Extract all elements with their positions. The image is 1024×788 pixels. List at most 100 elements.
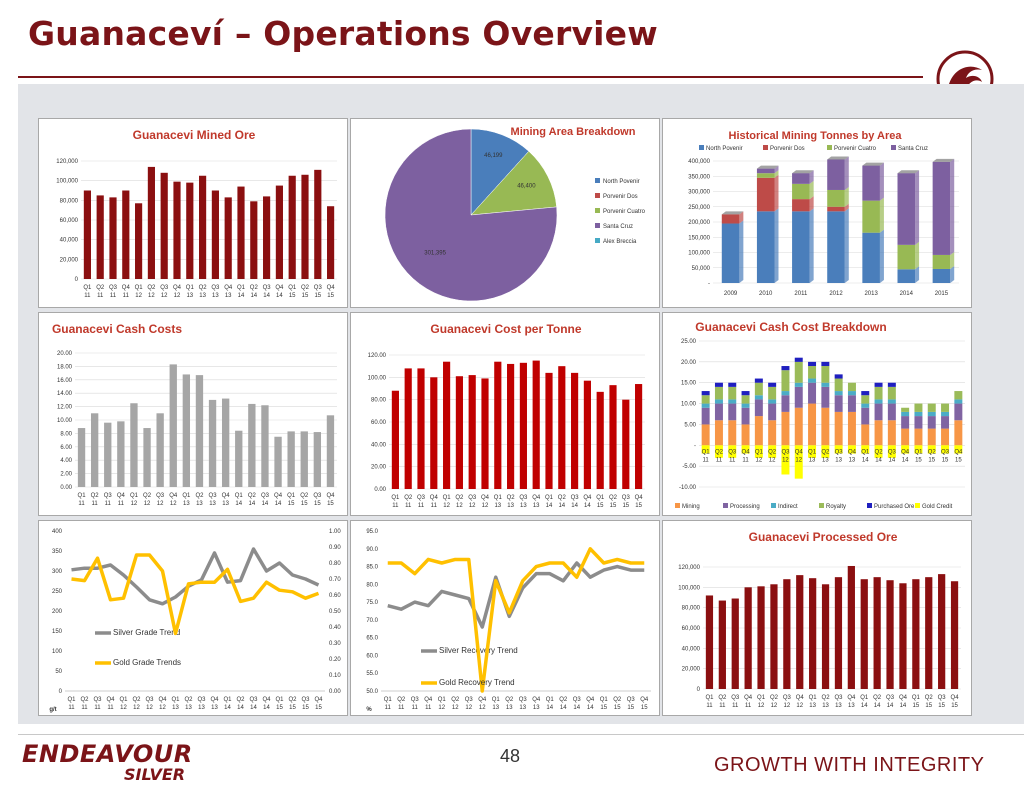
chart-title: Guanacevi Processed Ore xyxy=(749,530,898,544)
y-tick-label: 20,000 xyxy=(60,257,79,263)
x-tick-label: Q3 xyxy=(313,493,322,499)
x-tick-label: 11 xyxy=(745,703,752,709)
bar-q1-14 xyxy=(235,430,243,487)
x-tick-label: Q4 xyxy=(169,493,178,499)
x-tick-label: 13 xyxy=(196,501,203,507)
y-tick-label: 80,000 xyxy=(60,198,79,204)
bar-q4-11 xyxy=(122,190,130,279)
stack-segment xyxy=(927,416,936,429)
stack-segment xyxy=(768,445,777,458)
x-tick-label: 14 xyxy=(224,705,231,711)
bar-q1-12 xyxy=(757,586,765,689)
x-tick-label: Q3 xyxy=(109,285,118,291)
legend-swatch xyxy=(595,208,600,213)
bar-q2-12 xyxy=(143,428,151,487)
x-tick-label: Q3 xyxy=(781,449,790,455)
bar-q3-13 xyxy=(208,399,217,487)
y-tick-label: 50 xyxy=(55,669,62,675)
stack-segment-side xyxy=(809,180,814,200)
y-tick-label: 25.00 xyxy=(681,339,697,345)
chart-title: Guanacevi Cost per Tonne xyxy=(430,322,581,336)
legend-label: Santa Cruz xyxy=(603,224,633,230)
pie-data-label: 301,395 xyxy=(424,250,446,256)
cash-cost-breakdown-chart: Guanacevi Cash Cost Breakdown -10.00 -5.00… xyxy=(662,312,972,516)
stack-segment xyxy=(821,445,830,458)
stack-segment xyxy=(901,428,910,446)
x-tick-label: 14 xyxy=(902,457,909,463)
stack-segment xyxy=(741,395,750,404)
y2-tick-label: 0.00 xyxy=(329,689,341,695)
stack-segment-side xyxy=(844,203,849,212)
x-tick-label: Q4 xyxy=(262,697,271,703)
x-tick-label: Q2 xyxy=(195,493,204,499)
x-tick-label: Q4 xyxy=(795,449,804,455)
x-tick-label: Q2 xyxy=(873,695,882,701)
stack-segment xyxy=(914,416,923,429)
y-tick-label: 20.00 xyxy=(371,465,387,471)
y-tick-label: 400 xyxy=(52,529,63,535)
x-tick-label: 13 xyxy=(186,293,193,299)
x-tick-label: Q2 xyxy=(451,697,460,703)
stack-segment-side xyxy=(950,251,955,269)
stack-segment xyxy=(792,183,810,200)
x-tick-label: Q3 xyxy=(941,449,950,455)
stack-segment xyxy=(701,391,710,396)
x-tick-label: Q4 xyxy=(117,493,126,499)
stack-segment xyxy=(754,395,763,400)
stack-segment xyxy=(861,403,870,408)
y2-tick-label: 0.60 xyxy=(329,593,341,599)
stack-segment xyxy=(781,366,790,371)
x-tick-label: 2011 xyxy=(794,291,808,297)
x-tick-label: Q3 xyxy=(93,697,102,703)
x-tick-label: 12 xyxy=(469,503,476,509)
stack-segment xyxy=(714,386,723,400)
y2-tick-label: 0.70 xyxy=(329,577,341,583)
x-tick-label: 14 xyxy=(249,501,256,507)
stack-segment xyxy=(901,445,910,454)
bar-q4-12 xyxy=(169,364,177,487)
x-tick-label: Q2 xyxy=(609,495,618,501)
x-tick-label: 11 xyxy=(418,503,425,509)
x-tick-label: Q3 xyxy=(261,493,270,499)
stack-segment xyxy=(741,407,750,425)
chart-title: Guanacevi Cash Costs xyxy=(52,322,182,336)
x-tick-label: Q4 xyxy=(122,285,131,291)
stack-segment-side xyxy=(774,208,779,283)
stack-segment xyxy=(874,382,883,387)
x-tick-label: 15 xyxy=(289,705,296,711)
stack-segment xyxy=(954,391,963,400)
stack-segment xyxy=(728,420,737,446)
stack-segment xyxy=(941,416,950,429)
bar-q2-14 xyxy=(873,577,881,689)
bar-q4-13 xyxy=(532,360,540,489)
x-tick-label: Q2 xyxy=(132,697,141,703)
x-tick-label: 14 xyxy=(889,457,896,463)
stack-segment-side xyxy=(915,266,920,283)
stack-segment xyxy=(847,395,856,412)
legend-label: Porvenir Dos xyxy=(603,194,638,200)
stack-segment xyxy=(932,254,951,269)
y-tick-label: 100.00 xyxy=(368,375,387,381)
bar-q1-12 xyxy=(443,361,451,489)
x-tick-label: Q1 xyxy=(67,697,76,703)
x-tick-label: 11 xyxy=(105,501,112,507)
x-tick-label: Q1 xyxy=(83,285,92,291)
stack-segment xyxy=(754,382,763,396)
x-tick-label: 11 xyxy=(92,501,99,507)
bar-q1-13 xyxy=(494,361,502,489)
x-tick-label: 11 xyxy=(68,705,75,711)
stack-top xyxy=(721,211,744,215)
bar-q2-12 xyxy=(147,166,155,279)
x-tick-label: Q1 xyxy=(391,495,400,501)
bar-q2-13 xyxy=(199,175,207,279)
x-tick-label: Q3 xyxy=(156,493,165,499)
cost-per-tonne-chart: Guanacevi Cost per Tonne 0.00 20.00 40.00 60… xyxy=(350,312,660,516)
x-tick-label: Q2 xyxy=(404,495,413,501)
stack-segment-side xyxy=(950,158,955,255)
x-tick-label: Q3 xyxy=(622,495,631,501)
x-tick-label: 14 xyxy=(875,457,882,463)
y2-tick-label: 0.40 xyxy=(329,625,341,631)
x-tick-label: Q1 xyxy=(384,697,393,703)
stack-segment-side xyxy=(844,208,849,283)
stack-segment xyxy=(808,445,817,458)
